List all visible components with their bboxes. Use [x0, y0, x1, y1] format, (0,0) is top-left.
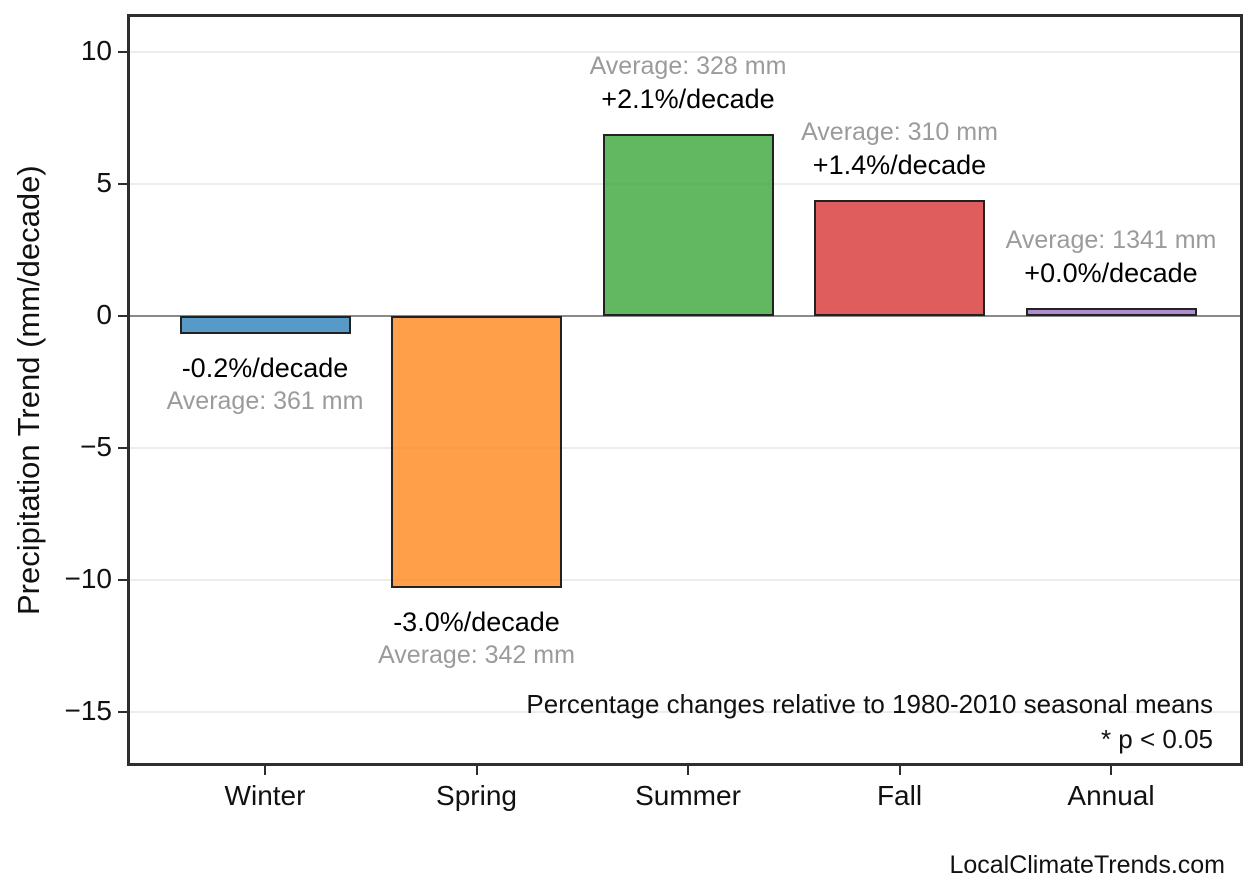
plot-area: -0.2%/decade Average: 361 mm -3.0%/decade A… — [127, 14, 1243, 766]
bar-spring — [391, 315, 562, 588]
gridline — [127, 578, 1243, 581]
bar-fall — [814, 199, 985, 316]
y-tick-label: 5 — [96, 166, 112, 198]
y-tick-label: 10 — [80, 35, 112, 66]
bar-pct-label: -0.2%/decade — [181, 353, 349, 384]
x-tick-label-fall: Fall — [876, 780, 923, 811]
y-tick-mark — [118, 446, 127, 449]
annotation-line-1: Percentage changes relative to 1980-2010… — [526, 689, 1213, 719]
bar-average-label: Average: 1341 mm — [1005, 226, 1217, 255]
x-tick-label-annual: Annual — [1067, 780, 1155, 811]
y-tick-mark — [118, 51, 127, 53]
bar-pct-label: +2.1%/decade — [601, 83, 775, 114]
x-tick-label-winter: Winter — [224, 780, 306, 811]
bar-pct-label: +0.0%/decade — [1024, 258, 1198, 289]
watermark-text: LocalClimateTrends.com — [949, 851, 1225, 879]
x-tick-label-spring: Spring — [436, 780, 517, 811]
y-tick-label: −15 — [64, 694, 113, 726]
y-tick-mark — [118, 314, 127, 317]
footnote-annotation: Percentage changes relative to 1980-2010… — [526, 687, 1213, 757]
bar-pct-label: +1.4%/decade — [812, 149, 987, 180]
bar-average-label: Average: 328 mm — [589, 51, 787, 80]
y-tick-mark — [118, 710, 127, 713]
bar-label-stack-winter: -0.2%/decade Average: 361 mm — [145, 352, 385, 418]
bar-annual — [1025, 308, 1197, 316]
x-tick-mark — [264, 766, 266, 775]
y-tick-mark — [118, 578, 127, 581]
bar-average-label: Average: 342 mm — [378, 640, 575, 669]
gridline — [127, 446, 1243, 449]
x-tick-mark — [898, 766, 901, 775]
y-axis-title: Precipitation Trend (mm/decade) — [11, 165, 46, 615]
bar-winter — [179, 315, 351, 335]
bar-label-stack-annual: Average: 1341 mm +0.0%/decade — [991, 224, 1231, 290]
bar-label-stack-spring: -3.0%/decade Average: 342 mm — [357, 606, 597, 672]
x-tick-mark — [687, 766, 689, 775]
x-tick-mark — [1110, 766, 1112, 775]
y-tick-label: 0 — [96, 298, 112, 330]
x-tick-mark — [475, 766, 478, 775]
bar-summer — [602, 133, 774, 316]
bar-average-label: Average: 361 mm — [166, 387, 364, 416]
annotation-line-2: * p < 0.05 — [1100, 724, 1213, 754]
x-tick-label-summer: Summer — [635, 780, 741, 811]
gridline — [127, 710, 1243, 713]
zero-line — [127, 314, 1243, 317]
bar-label-stack-summer: Average: 328 mm +2.1%/decade — [568, 50, 808, 116]
y-tick-label: −5 — [80, 430, 112, 462]
bar-label-stack-fall: Average: 310 mm +1.4%/decade — [780, 116, 1020, 182]
y-tick-label: −10 — [64, 562, 113, 594]
y-tick-mark — [118, 182, 127, 185]
bar-pct-label: -3.0%/decade — [393, 606, 560, 637]
bar-average-label: Average: 310 mm — [801, 117, 998, 146]
gridline — [127, 51, 1243, 53]
